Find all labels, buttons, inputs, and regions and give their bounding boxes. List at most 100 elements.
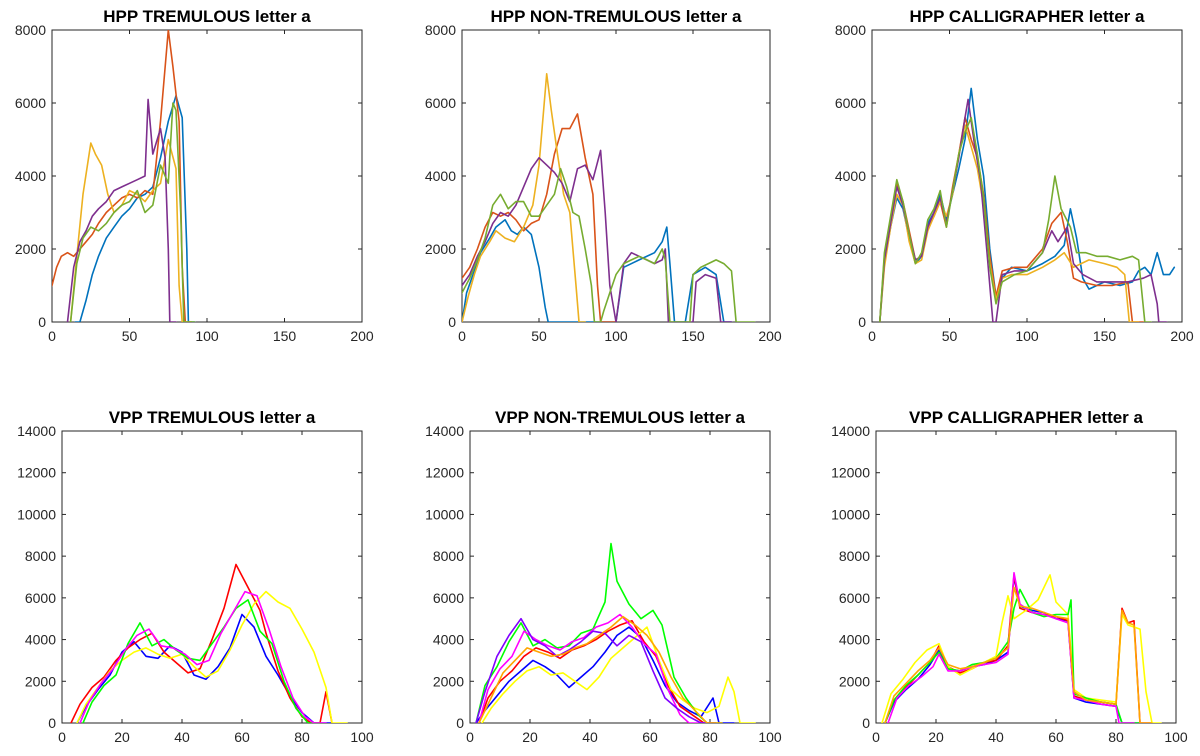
x-tick-label: 20 <box>928 729 944 745</box>
x-tick-label: 80 <box>1108 729 1124 745</box>
series-line-6 <box>884 586 1153 723</box>
x-tick-label: 80 <box>294 729 310 745</box>
y-tick-label: 6000 <box>433 590 464 606</box>
axes-frame <box>871 29 1183 323</box>
y-tick-label: 10000 <box>17 506 56 522</box>
y-tick-label: 4000 <box>15 168 46 184</box>
series-line-3 <box>481 626 756 723</box>
x-tick-label: 40 <box>174 729 190 745</box>
x-tick-label: 50 <box>531 328 547 344</box>
y-tick-label: 8000 <box>15 22 46 38</box>
x-tick-label: 50 <box>122 328 138 344</box>
x-tick-label: 200 <box>1170 328 1194 344</box>
x-tick-label: 20 <box>522 729 538 745</box>
chart-title: HPP NON-TREMULOUS letter a <box>491 7 742 26</box>
series-line-3 <box>76 590 348 723</box>
y-tick-label: 14000 <box>17 423 56 439</box>
y-tick-label: 10000 <box>425 506 464 522</box>
series-group <box>475 542 756 723</box>
subplot-4: VPP TREMULOUS letter a 0 20 40 60 80 100 0 2000 4… <box>17 408 374 745</box>
axes-frame <box>875 430 1177 724</box>
series-line-2 <box>52 30 193 322</box>
y-tick-label: 8000 <box>433 548 464 564</box>
series-line-5 <box>462 167 756 322</box>
x-tick-label: 150 <box>681 328 705 344</box>
x-tick-label: 50 <box>942 328 958 344</box>
y-tick-label: 2000 <box>835 241 866 257</box>
y-tick-label: 2000 <box>425 241 456 257</box>
series-line-7 <box>478 615 723 723</box>
series-line-4 <box>884 588 1141 723</box>
y-tick-label: 0 <box>48 715 56 731</box>
y-tick-label: 4000 <box>425 168 456 184</box>
x-tick-label: 100 <box>604 328 628 344</box>
series-group <box>70 563 348 723</box>
series-line-6 <box>475 617 717 723</box>
series-line-5 <box>79 590 327 723</box>
series-line-3 <box>881 574 1162 723</box>
y-tick-label: 14000 <box>425 423 464 439</box>
axes-frame <box>461 29 771 323</box>
series-group <box>52 30 196 322</box>
x-tick-label: 150 <box>1093 328 1117 344</box>
y-tick-label: 12000 <box>17 465 56 481</box>
x-tick-label: 60 <box>1048 729 1064 745</box>
y-tick-label: 2000 <box>839 673 870 689</box>
x-tick-label: 100 <box>1015 328 1039 344</box>
series-line-3 <box>878 124 1140 322</box>
series-line-4 <box>66 98 177 322</box>
y-tick-label: 6000 <box>25 590 56 606</box>
series-line-2 <box>462 113 617 322</box>
x-tick-label: 150 <box>273 328 297 344</box>
y-tick-label: 6000 <box>15 95 46 111</box>
y-tick-label: 12000 <box>831 465 870 481</box>
chart-title: VPP TREMULOUS letter a <box>109 408 316 427</box>
subplot-5: VPP NON-TREMULOUS letter a 0 20 40 60 80 100 0 2… <box>425 408 782 745</box>
y-tick-label: 6000 <box>839 590 870 606</box>
y-tick-label: 8000 <box>25 548 56 564</box>
series-line-5 <box>69 102 196 322</box>
x-tick-label: 0 <box>868 328 876 344</box>
x-tick-label: 0 <box>458 328 466 344</box>
x-tick-label: 40 <box>988 729 1004 745</box>
chart-title: VPP NON-TREMULOUS letter a <box>495 408 746 427</box>
x-tick-label: 0 <box>48 328 56 344</box>
x-tick-label: 200 <box>758 328 782 344</box>
subplot-3: HPP CALLIGRAPHER letter a0 50 100 150 200020… <box>835 7 1194 344</box>
chart-title: VPP CALLIGRAPHER letter a <box>909 408 1144 427</box>
series-group <box>881 571 1162 723</box>
y-tick-label: 0 <box>862 715 870 731</box>
chart-title: HPP TREMULOUS letter a <box>103 7 311 26</box>
x-tick-label: 100 <box>758 729 782 745</box>
y-tick-label: 4000 <box>839 632 870 648</box>
y-tick-label: 0 <box>456 715 464 731</box>
x-tick-label: 0 <box>872 729 880 745</box>
series-line-5 <box>878 116 1152 322</box>
x-tick-label: 60 <box>642 729 658 745</box>
series-group <box>878 87 1176 322</box>
series-line-1 <box>475 626 735 723</box>
y-tick-label: 2000 <box>25 673 56 689</box>
y-tick-label: 2000 <box>15 241 46 257</box>
subplot-6: VPP CALLIGRAPHER letter a 0 20 40 60 80 100 0 20… <box>831 408 1188 745</box>
x-tick-label: 200 <box>350 328 374 344</box>
y-tick-label: 4000 <box>433 632 464 648</box>
series-line-3 <box>462 73 587 322</box>
x-tick-label: 20 <box>114 729 130 745</box>
x-tick-label: 80 <box>702 729 718 745</box>
y-tick-label: 4000 <box>25 632 56 648</box>
subplot-2: HPP NON-TREMULOUS letter a 0 50 100 150 2000 2… <box>425 7 782 344</box>
y-tick-label: 10000 <box>831 506 870 522</box>
series-line-5 <box>478 613 705 723</box>
series-group <box>462 73 756 322</box>
subplot-1: HPP TREMULOUS letter a0 50 100 150 200020004… <box>15 7 374 344</box>
series-line-4 <box>462 149 733 322</box>
x-tick-label: 0 <box>58 729 66 745</box>
x-tick-label: 100 <box>350 729 374 745</box>
series-line-3 <box>69 138 193 322</box>
x-tick-label: 40 <box>582 729 598 745</box>
y-tick-label: 8000 <box>835 22 866 38</box>
y-tick-label: 0 <box>858 314 866 330</box>
chart-title: HPP CALLIGRAPHER letter a <box>910 7 1145 26</box>
